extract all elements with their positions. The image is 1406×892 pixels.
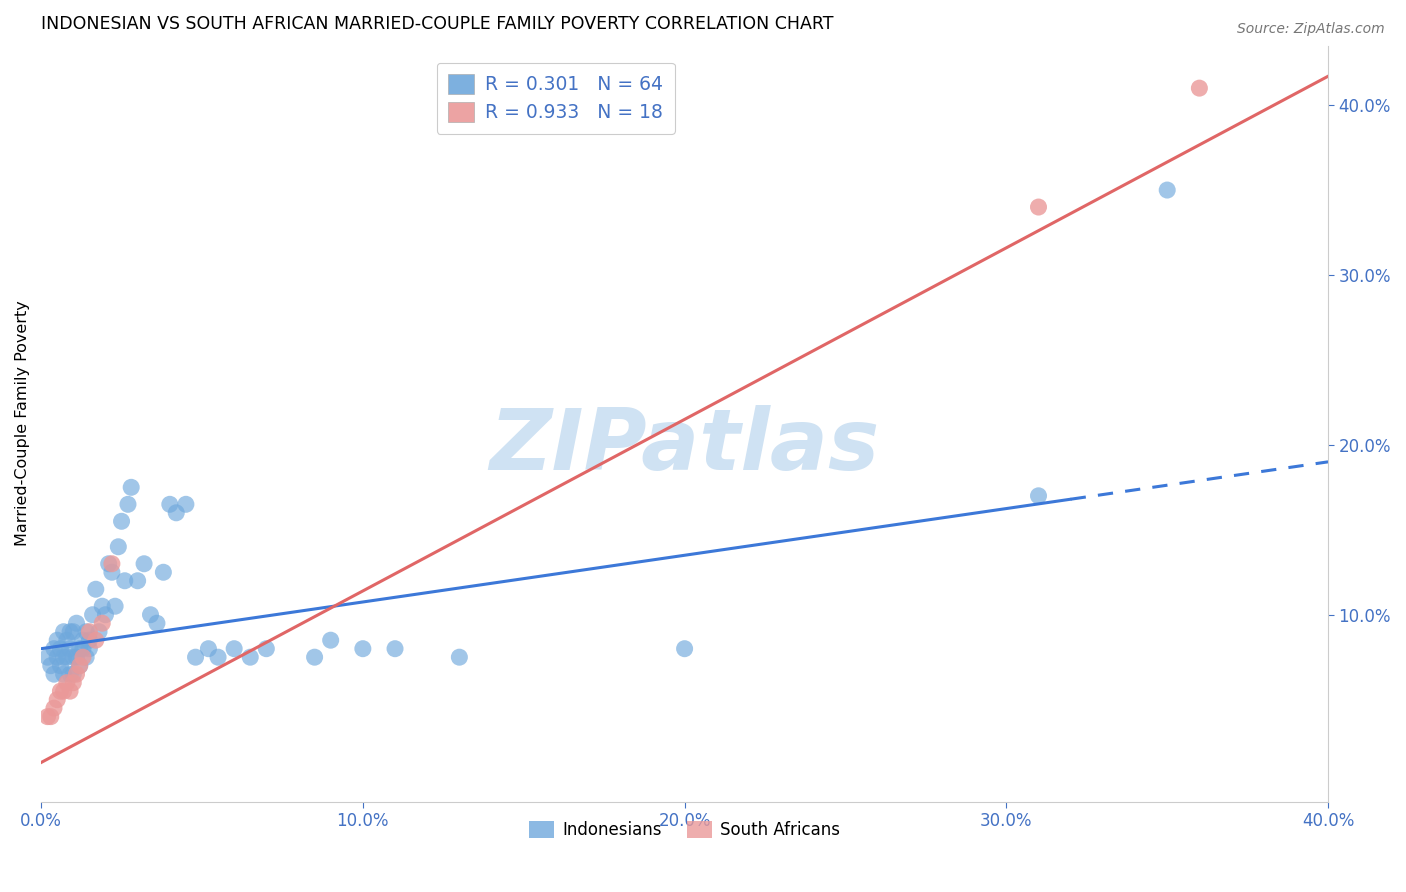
Point (1028, 200, 1050, 214)
Point (152, 566, 174, 580)
Point (39, 709, 62, 723)
Point (56, 633, 79, 648)
Point (239, 650, 262, 665)
Point (254, 641, 277, 656)
Point (117, 497, 139, 511)
Point (79, 641, 101, 656)
Point (79, 633, 101, 648)
Point (49, 684, 72, 698)
Point (1028, 489, 1050, 503)
Point (107, 540, 129, 554)
Point (94, 607, 117, 622)
Point (224, 641, 246, 656)
Point (56, 650, 79, 665)
Point (69, 658, 91, 673)
Point (59, 667, 82, 681)
Point (52, 667, 75, 681)
Point (132, 557, 155, 571)
Point (1188, 81, 1211, 95)
Point (352, 641, 374, 656)
Point (69, 658, 91, 673)
Point (65, 667, 87, 681)
Point (110, 514, 132, 528)
Point (114, 574, 136, 588)
Point (49, 641, 72, 656)
Point (91, 616, 114, 631)
Point (42, 701, 65, 715)
Point (69, 641, 91, 656)
Point (59, 624, 82, 639)
Point (42, 667, 65, 681)
Point (52, 624, 75, 639)
Point (46, 692, 69, 706)
Point (207, 650, 229, 665)
Point (59, 641, 82, 656)
Point (197, 641, 219, 656)
Point (62, 624, 84, 639)
Legend: Indonesians, South Africans: Indonesians, South Africans (523, 814, 846, 847)
Point (101, 566, 124, 580)
Text: Source: ZipAtlas.com: Source: ZipAtlas.com (1237, 22, 1385, 37)
Point (87, 624, 110, 639)
Point (79, 624, 101, 639)
Point (56, 675, 79, 690)
Point (84, 633, 107, 648)
Point (62, 650, 84, 665)
Point (72, 633, 94, 648)
Point (165, 506, 187, 520)
Point (65, 650, 87, 665)
Point (42, 641, 65, 656)
Point (84, 582, 107, 597)
Point (75, 650, 97, 665)
Point (62, 667, 84, 681)
Point (52, 684, 75, 698)
Point (146, 616, 169, 631)
Point (39, 658, 62, 673)
Point (62, 675, 84, 690)
Point (72, 650, 94, 665)
Point (184, 650, 207, 665)
Point (97, 557, 120, 571)
Point (46, 650, 69, 665)
Point (673, 641, 696, 656)
Point (59, 684, 82, 698)
Point (37, 709, 59, 723)
Point (159, 497, 181, 511)
Point (65, 616, 87, 631)
Y-axis label: Married-Couple Family Poverty: Married-Couple Family Poverty (15, 301, 30, 547)
Point (37, 650, 59, 665)
Point (449, 650, 471, 665)
Point (304, 650, 326, 665)
Point (104, 599, 127, 614)
Point (174, 497, 197, 511)
Point (384, 641, 406, 656)
Point (120, 480, 142, 494)
Point (72, 641, 94, 656)
Point (319, 633, 342, 648)
Point (1156, 183, 1178, 197)
Point (91, 599, 114, 614)
Text: ZIPatlas: ZIPatlas (489, 405, 880, 488)
Point (101, 557, 124, 571)
Point (82, 607, 104, 622)
Point (46, 633, 69, 648)
Point (52, 650, 75, 665)
Point (139, 607, 162, 622)
Text: INDONESIAN VS SOUTH AFRICAN MARRIED-COUPLE FAMILY POVERTY CORRELATION CHART: INDONESIAN VS SOUTH AFRICAN MARRIED-COUP… (41, 15, 834, 33)
Point (75, 624, 97, 639)
Point (127, 574, 149, 588)
Point (49, 658, 72, 673)
